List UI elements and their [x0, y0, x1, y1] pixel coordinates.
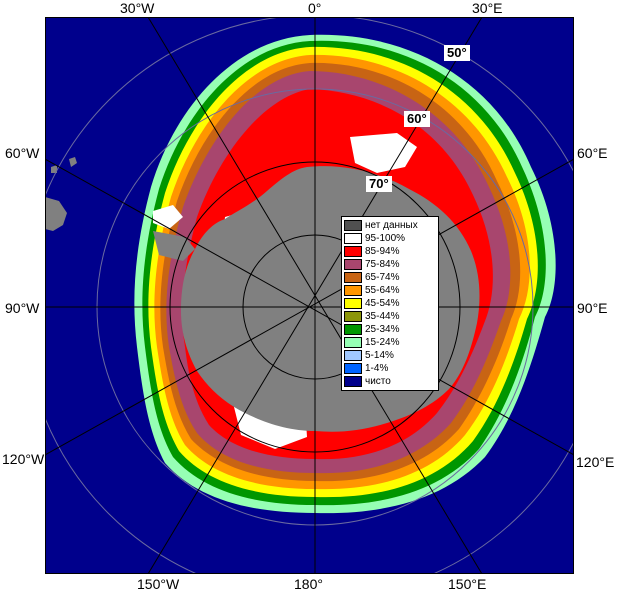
sea-ice-map: [22, 14, 608, 594]
legend-swatch: [344, 363, 362, 374]
lat-label-50: 50°: [444, 45, 470, 61]
meridian-30e-150w: [147, 16, 483, 575]
legend-swatch: [344, 337, 362, 348]
legend-item: 5-14%: [344, 349, 436, 362]
legend-label: 85-94%: [365, 245, 400, 257]
legend-swatch: [344, 233, 362, 244]
lon-label-150e: 150°E: [448, 576, 487, 592]
lon-label-180: 180°: [294, 576, 323, 592]
legend-item: 15-24%: [344, 336, 436, 349]
legend-swatch: [344, 220, 362, 231]
lon-label-150w: 150°W: [137, 576, 180, 592]
legend-swatch: [344, 324, 362, 335]
legend-label: 45-54%: [365, 297, 400, 309]
legend-swatch: [344, 246, 362, 257]
lon-label-90e: 90°E: [577, 300, 608, 316]
legend-label: 1-4%: [365, 362, 389, 374]
legend-swatch: [344, 350, 362, 361]
legend-label: 55-64%: [365, 284, 400, 296]
legend-swatch: [344, 285, 362, 296]
legend-swatch: [344, 311, 362, 322]
legend-item: 35-44%: [344, 310, 436, 323]
legend-label: чисто: [365, 375, 391, 387]
legend-item: 55-64%: [344, 284, 436, 297]
legend-item: 95-100%: [344, 232, 436, 245]
lon-label-120w: 120°W: [2, 451, 45, 467]
legend-label: 95-100%: [365, 232, 406, 244]
lon-label-120e: 120°E: [576, 454, 615, 470]
south-america-land: [45, 157, 77, 231]
legend-item: 25-34%: [344, 323, 436, 336]
lat-label-60: 60°: [404, 111, 430, 127]
legend-label: нет данных: [365, 219, 418, 231]
legend-item: 45-54%: [344, 297, 436, 310]
legend-item: 75-84%: [344, 258, 436, 271]
legend-label: 65-74%: [365, 271, 400, 283]
legend-label: 35-44%: [365, 310, 400, 322]
legend-item: чисто: [344, 375, 436, 388]
legend-swatch: [344, 259, 362, 270]
lon-label-0: 0°: [308, 0, 322, 16]
lat-label-70: 70°: [366, 176, 392, 192]
lon-label-30e: 30°E: [472, 0, 503, 16]
legend-label: 75-84%: [365, 258, 400, 270]
lon-label-90w: 90°W: [5, 300, 40, 316]
lon-label-30w: 30°W: [120, 0, 155, 16]
legend-item: 1-4%: [344, 362, 436, 375]
legend-label: 5-14%: [365, 349, 394, 361]
lon-label-60w: 60°W: [5, 145, 40, 161]
meridian-60e-120w: [44, 158, 575, 456]
legend-swatch: [344, 272, 362, 283]
map-border: [45, 17, 574, 574]
concentration-legend: нет данных 95-100% 85-94% 75-84% 65-74% 55-64…: [341, 216, 439, 391]
legend-item: нет данных: [344, 219, 436, 232]
legend-label: 15-24%: [365, 336, 400, 348]
legend-item: 65-74%: [344, 271, 436, 284]
legend-swatch: [344, 298, 362, 309]
legend-item: 85-94%: [344, 245, 436, 258]
legend-swatch: [344, 376, 362, 387]
lon-label-60e: 60°E: [577, 145, 608, 161]
map-canvas: [22, 14, 608, 594]
legend-label: 25-34%: [365, 323, 400, 335]
graticule: [22, 14, 608, 594]
